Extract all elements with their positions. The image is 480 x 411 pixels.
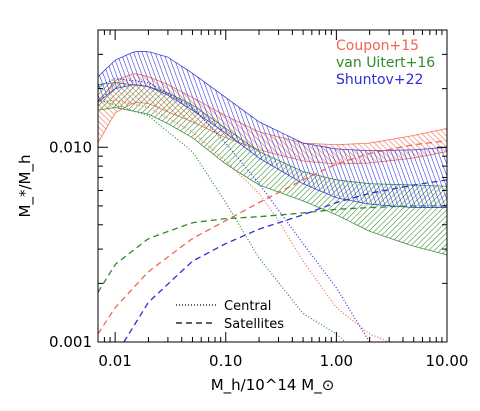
- x-axis-label: M_h/10^14 M_⊙: [211, 376, 335, 395]
- satellites-line-shuntov-22: [123, 179, 447, 342]
- legend-entry: Coupon+15: [336, 38, 419, 54]
- plot-frame: [97, 29, 448, 343]
- satellites-line-van-uitert-16: [98, 205, 447, 293]
- y-axis-label: M_*/M_h: [16, 155, 35, 218]
- legend-entry: Shuntov+22: [336, 72, 423, 88]
- legend-entry: van Uitert+16: [336, 55, 435, 71]
- key-label: Satellites: [224, 317, 284, 332]
- plot-area: [98, 51, 447, 342]
- axis-ticks: 0.01 0.10 1.00 10.00 0.001 0.010: [49, 29, 469, 370]
- band-shuntov-22: [98, 51, 447, 208]
- axis-labels: M_h/10^14 M_⊙ M_*/M_h: [16, 155, 334, 395]
- linestyle-key: Central Satellites: [176, 299, 284, 332]
- x-tick-label: 0.10: [209, 352, 242, 370]
- y-tick-label: 0.010: [49, 138, 92, 156]
- key-label: Central: [224, 299, 271, 314]
- x-tick-label: 0.01: [98, 352, 131, 370]
- satellites-line-coupon-15: [98, 140, 447, 335]
- central-line-van-uitert-16: [98, 99, 346, 342]
- x-tick-label: 1.00: [320, 352, 353, 370]
- y-tick-label: 0.001: [49, 333, 92, 351]
- x-tick-label: 10.00: [426, 352, 469, 370]
- axes-box: [97, 29, 448, 343]
